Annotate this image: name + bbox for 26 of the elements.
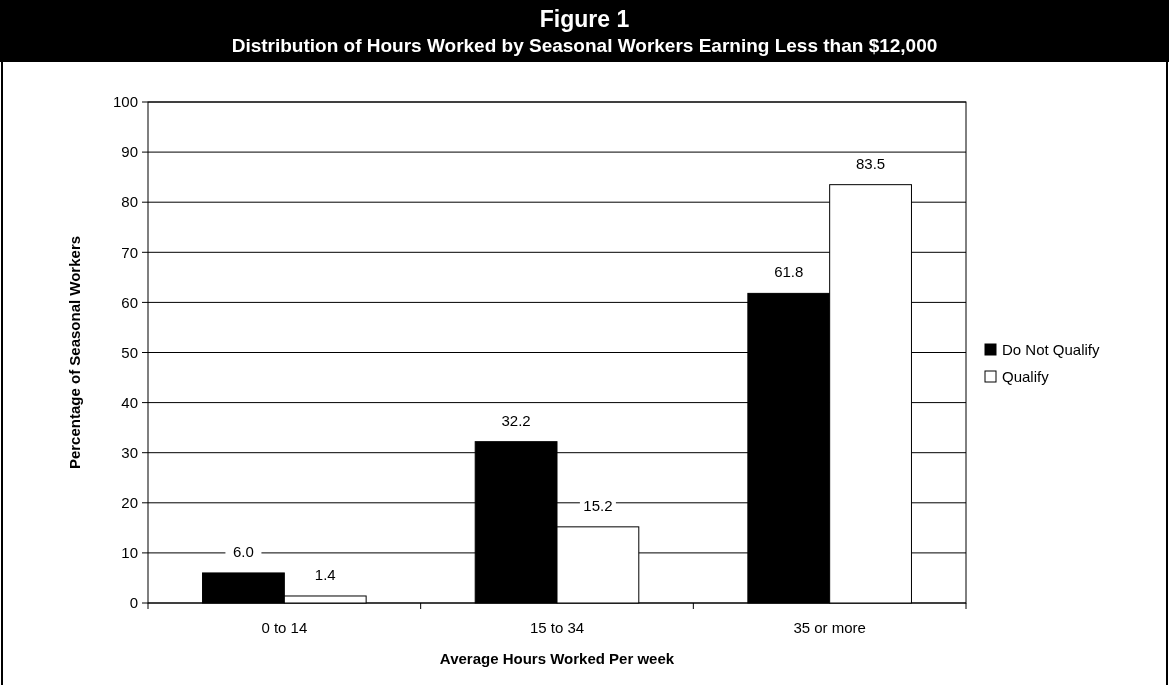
y-tick-label: 0	[129, 594, 138, 612]
x-axis-title: Average Hours Worked Per week	[439, 650, 675, 667]
data-label: 6.0	[233, 542, 254, 560]
y-tick-label: 70	[121, 243, 138, 261]
y-tick-label: 80	[121, 193, 138, 211]
y-tick-label: 10	[121, 544, 138, 562]
legend-label: Do Not Qualify	[1002, 341, 1101, 359]
x-tick-label: 0 to 14	[261, 619, 308, 636]
chart-subtitle: Distribution of Hours Worked by Seasonal Workers Earning Less than $12,000	[231, 35, 938, 56]
data-label: 61.8	[774, 263, 804, 281]
y-tick-label: 20	[121, 494, 138, 512]
data-label: 15.2	[583, 496, 613, 514]
y-tick-label: 50	[121, 343, 138, 361]
y-tick-label: 60	[121, 293, 138, 311]
chart-title: Figure 1	[539, 6, 630, 32]
legend-label: Qualify	[1002, 368, 1050, 386]
data-label: 32.2	[501, 411, 531, 429]
y-tick-label: 30	[121, 443, 138, 461]
y-tick-label: 100	[112, 93, 138, 111]
data-label: 83.5	[855, 154, 886, 172]
data-label: 1.4	[314, 565, 336, 583]
y-axis-title: Percentage of Seasonal Workers	[66, 235, 83, 470]
x-tick-label: 15 to 34	[529, 619, 585, 636]
y-tick-label: 90	[121, 143, 138, 161]
x-tick-label: 35 or more	[793, 619, 866, 636]
y-tick-label: 40	[121, 393, 138, 411]
